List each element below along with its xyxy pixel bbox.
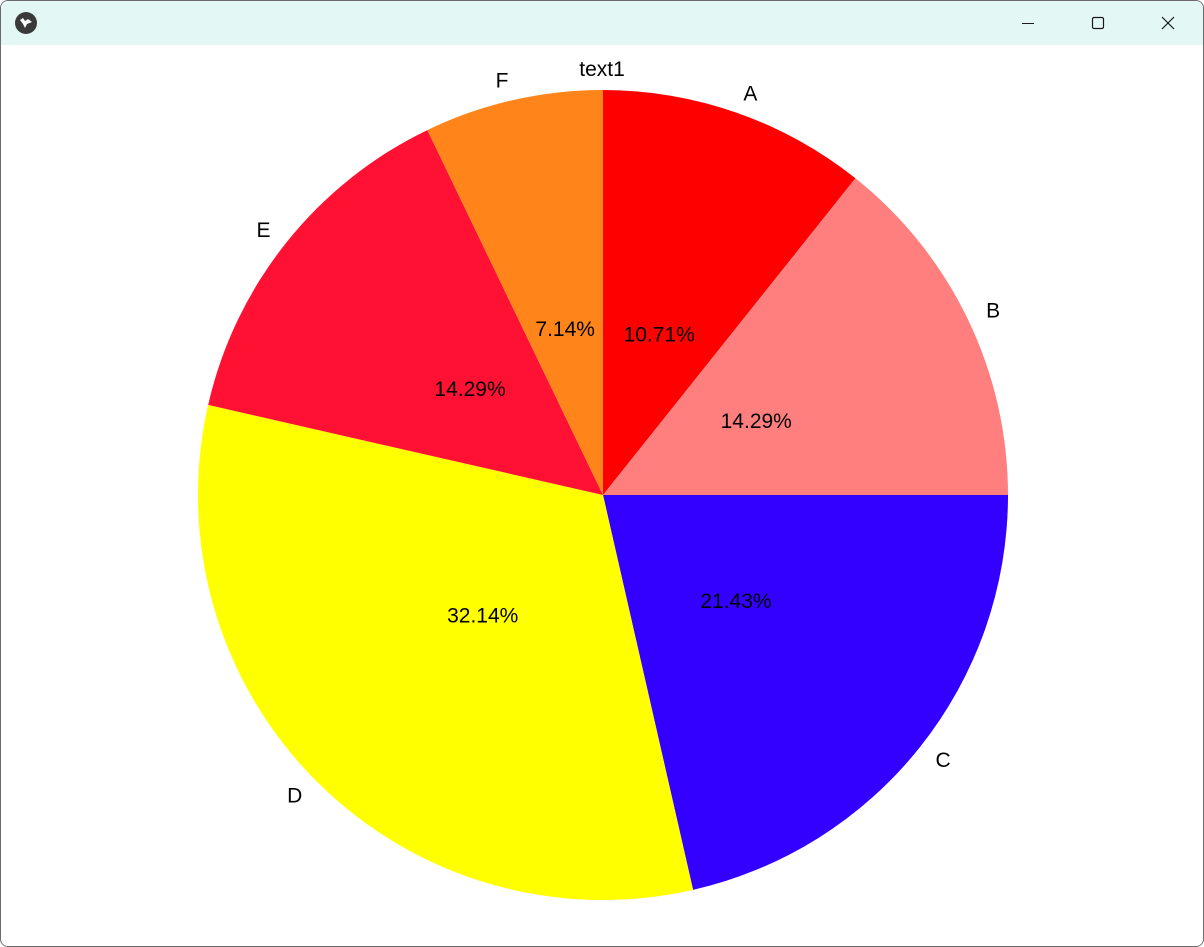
slice-label-c: C [935, 749, 950, 772]
minimize-icon [1022, 23, 1034, 24]
slice-percent-d: 32.14% [447, 604, 518, 627]
plot-area: A 10.71% B 14.29% C 21.43% D 32.14% E 14.29% F 7.14… [2, 46, 1203, 946]
maximize-icon [1091, 16, 1105, 30]
slice-label-e: E [257, 219, 271, 242]
pie-labels: A 10.71% B 14.29% C 21.43% D 32.14% E 14.29% F 7.14… [257, 69, 1001, 807]
chart-title: text1 [579, 58, 625, 81]
minimize-button[interactable] [993, 1, 1063, 45]
pie-slice-d[interactable] [198, 404, 694, 900]
close-button[interactable] [1133, 1, 1203, 45]
pie-slice-e[interactable] [208, 130, 603, 496]
slice-label-f: F [496, 69, 509, 92]
slice-label-a: A [743, 83, 757, 106]
pie-slices [198, 90, 1008, 900]
slice-percent-c: 21.43% [700, 590, 771, 613]
slice-percent-e: 14.29% [434, 378, 505, 401]
pie-chart: A 10.71% B 14.29% C 21.43% D 32.14% E 14.29% F 7.14… [198, 58, 1008, 900]
slice-percent-f: 7.14% [535, 318, 595, 341]
pie-slice-c[interactable] [603, 495, 1008, 890]
pie-slice-a[interactable] [603, 90, 856, 495]
close-icon [1161, 16, 1175, 30]
slice-label-d: D [287, 785, 302, 808]
pie-slice-f[interactable] [427, 90, 603, 495]
slice-label-b: B [986, 299, 1000, 322]
title-bar[interactable] [1, 1, 1203, 45]
maximize-button[interactable] [1063, 1, 1133, 45]
app-logo-icon [15, 12, 37, 34]
pie-slice-b[interactable] [603, 178, 1008, 495]
slice-percent-a: 10.71% [624, 323, 695, 346]
slice-percent-b: 14.29% [721, 410, 792, 433]
